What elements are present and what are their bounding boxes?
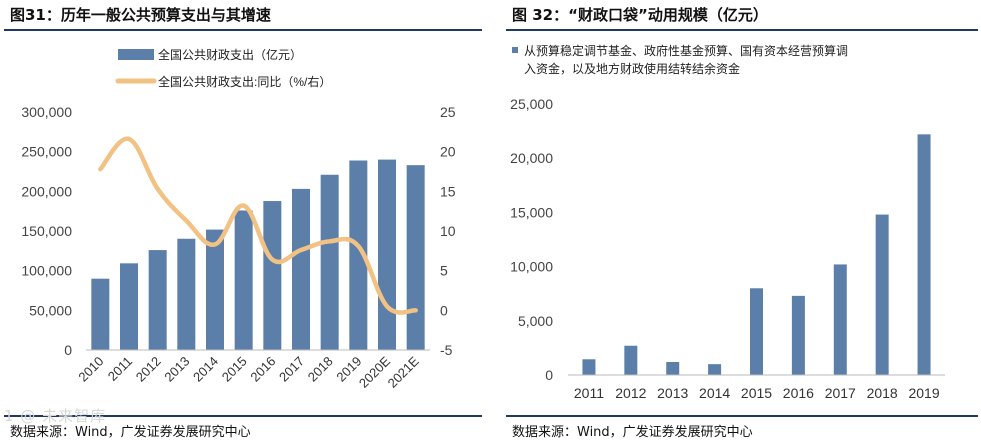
- title-rule: [506, 29, 978, 31]
- y-left-tick-label: 250,000: [21, 144, 72, 160]
- bar: [833, 264, 847, 375]
- x-tick-label: 2011: [105, 354, 135, 384]
- bar: [234, 210, 253, 350]
- x-tick-label: 2018: [867, 385, 898, 401]
- x-tick-label: 2018: [305, 354, 336, 385]
- bar: [148, 250, 167, 350]
- x-tick-label: 2021E: [385, 353, 422, 390]
- y-right-tick-label: 20: [440, 144, 456, 160]
- bar: [708, 364, 722, 375]
- y-tick-label: 20,000: [510, 150, 553, 166]
- y-left-tick-label: 300,000: [21, 104, 72, 120]
- source-note: 数据来源：Wind，广发证券发展研究中心: [10, 425, 251, 440]
- y-left-tick-label: 50,000: [29, 302, 72, 318]
- x-tick-label: 2014: [190, 354, 221, 385]
- x-tick-label: 2015: [219, 354, 250, 385]
- bar: [177, 238, 196, 350]
- x-tick-label: 2019: [908, 385, 939, 401]
- x-tick-label: 2016: [783, 385, 814, 401]
- x-tick-label: 2010: [75, 354, 106, 385]
- y-right-tick-label: -5: [440, 342, 453, 358]
- y-right-tick-label: 25: [440, 104, 456, 120]
- y-right-tick-label: 10: [440, 223, 456, 239]
- legend-label: 从预算稳定调节基金、政府性基金预算、国有资本经营预算调: [524, 43, 848, 58]
- x-tick-label: 2020E: [356, 353, 393, 390]
- y-tick-label: 10,000: [510, 259, 553, 275]
- watermark: 1 @ 未来智库: [4, 407, 107, 425]
- bar: [750, 288, 763, 375]
- bar: [263, 201, 282, 350]
- x-tick-label: 2016: [247, 354, 278, 385]
- chart-panel-left: 图31：历年一般公共预算支出与其增速 全国公共财政支出（亿元） 全国公共财政支出:…: [0, 0, 490, 443]
- bar: [791, 295, 805, 375]
- source-rule: [506, 415, 978, 417]
- x-tick-label: 2015: [741, 385, 772, 401]
- figure-title: 图31：历年一般公共预算支出与其增速: [10, 6, 271, 24]
- bar: [206, 229, 224, 350]
- y-left-tick-label: 150,000: [21, 223, 72, 239]
- legend-swatch-bar: [512, 47, 518, 53]
- x-tick-label: 2012: [615, 385, 646, 401]
- legend-label: 入资金，以及地方财政使用结转结余资金: [524, 61, 740, 76]
- bar: [378, 159, 396, 350]
- bar: [624, 345, 638, 375]
- y-right-tick-label: 5: [440, 263, 448, 279]
- source-rule: [4, 415, 482, 417]
- bar: [406, 165, 425, 350]
- y-right-tick-label: 0: [440, 302, 448, 318]
- fiscal-pocket-chart: 从预算稳定调节基金、政府性基金预算、国有资本经营预算调入资金，以及地方财政使用结…: [510, 43, 945, 401]
- x-tick-label: 2011: [574, 385, 604, 401]
- source-note: 数据来源：Wind，广发证券发展研究中心: [512, 425, 753, 440]
- y-left-tick-label: 200,000: [21, 183, 72, 199]
- bar: [666, 361, 680, 375]
- y-tick-label: 25,000: [510, 96, 553, 112]
- bar: [320, 174, 339, 350]
- x-tick-label: 2017: [276, 354, 307, 385]
- y-tick-label: 0: [545, 367, 553, 383]
- y-tick-label: 15,000: [510, 204, 553, 220]
- bar: [875, 214, 889, 375]
- bar: [91, 278, 110, 350]
- expenditure-chart: 全国公共财政支出（亿元） 全国公共财政支出:同比（%/右） 0 50,000 100,0…: [21, 47, 456, 391]
- bar: [120, 263, 138, 350]
- title-rule: [4, 29, 482, 31]
- y-tick-label: 5,000: [518, 313, 553, 329]
- bar: [292, 188, 310, 350]
- bar: [917, 134, 931, 375]
- y-left-tick-label: 100,000: [21, 263, 72, 279]
- y-left-tick-label: 0: [64, 342, 72, 358]
- x-tick-label: 2014: [699, 385, 730, 401]
- growth-line: [98, 136, 418, 315]
- x-tick-label: 2017: [825, 385, 856, 401]
- bar: [582, 359, 596, 375]
- legend-label: 全国公共财政支出（亿元）: [158, 47, 302, 62]
- x-tick-label: 2013: [657, 385, 688, 401]
- legend-label: 全国公共财政支出:同比（%/右）: [158, 74, 331, 89]
- y-right-tick-label: 15: [440, 183, 456, 199]
- x-tick-label: 2012: [133, 354, 164, 385]
- bar: [349, 160, 368, 350]
- x-tick-label: 2013: [161, 354, 192, 385]
- legend-swatch-bar: [118, 49, 154, 60]
- figure-title: 图 32：“财政口袋”动用规模（亿元）: [512, 6, 768, 24]
- chart-panel-right: 图 32：“财政口袋”动用规模（亿元） 从预算稳定调节基金、政府性基金预算、国有…: [500, 0, 981, 443]
